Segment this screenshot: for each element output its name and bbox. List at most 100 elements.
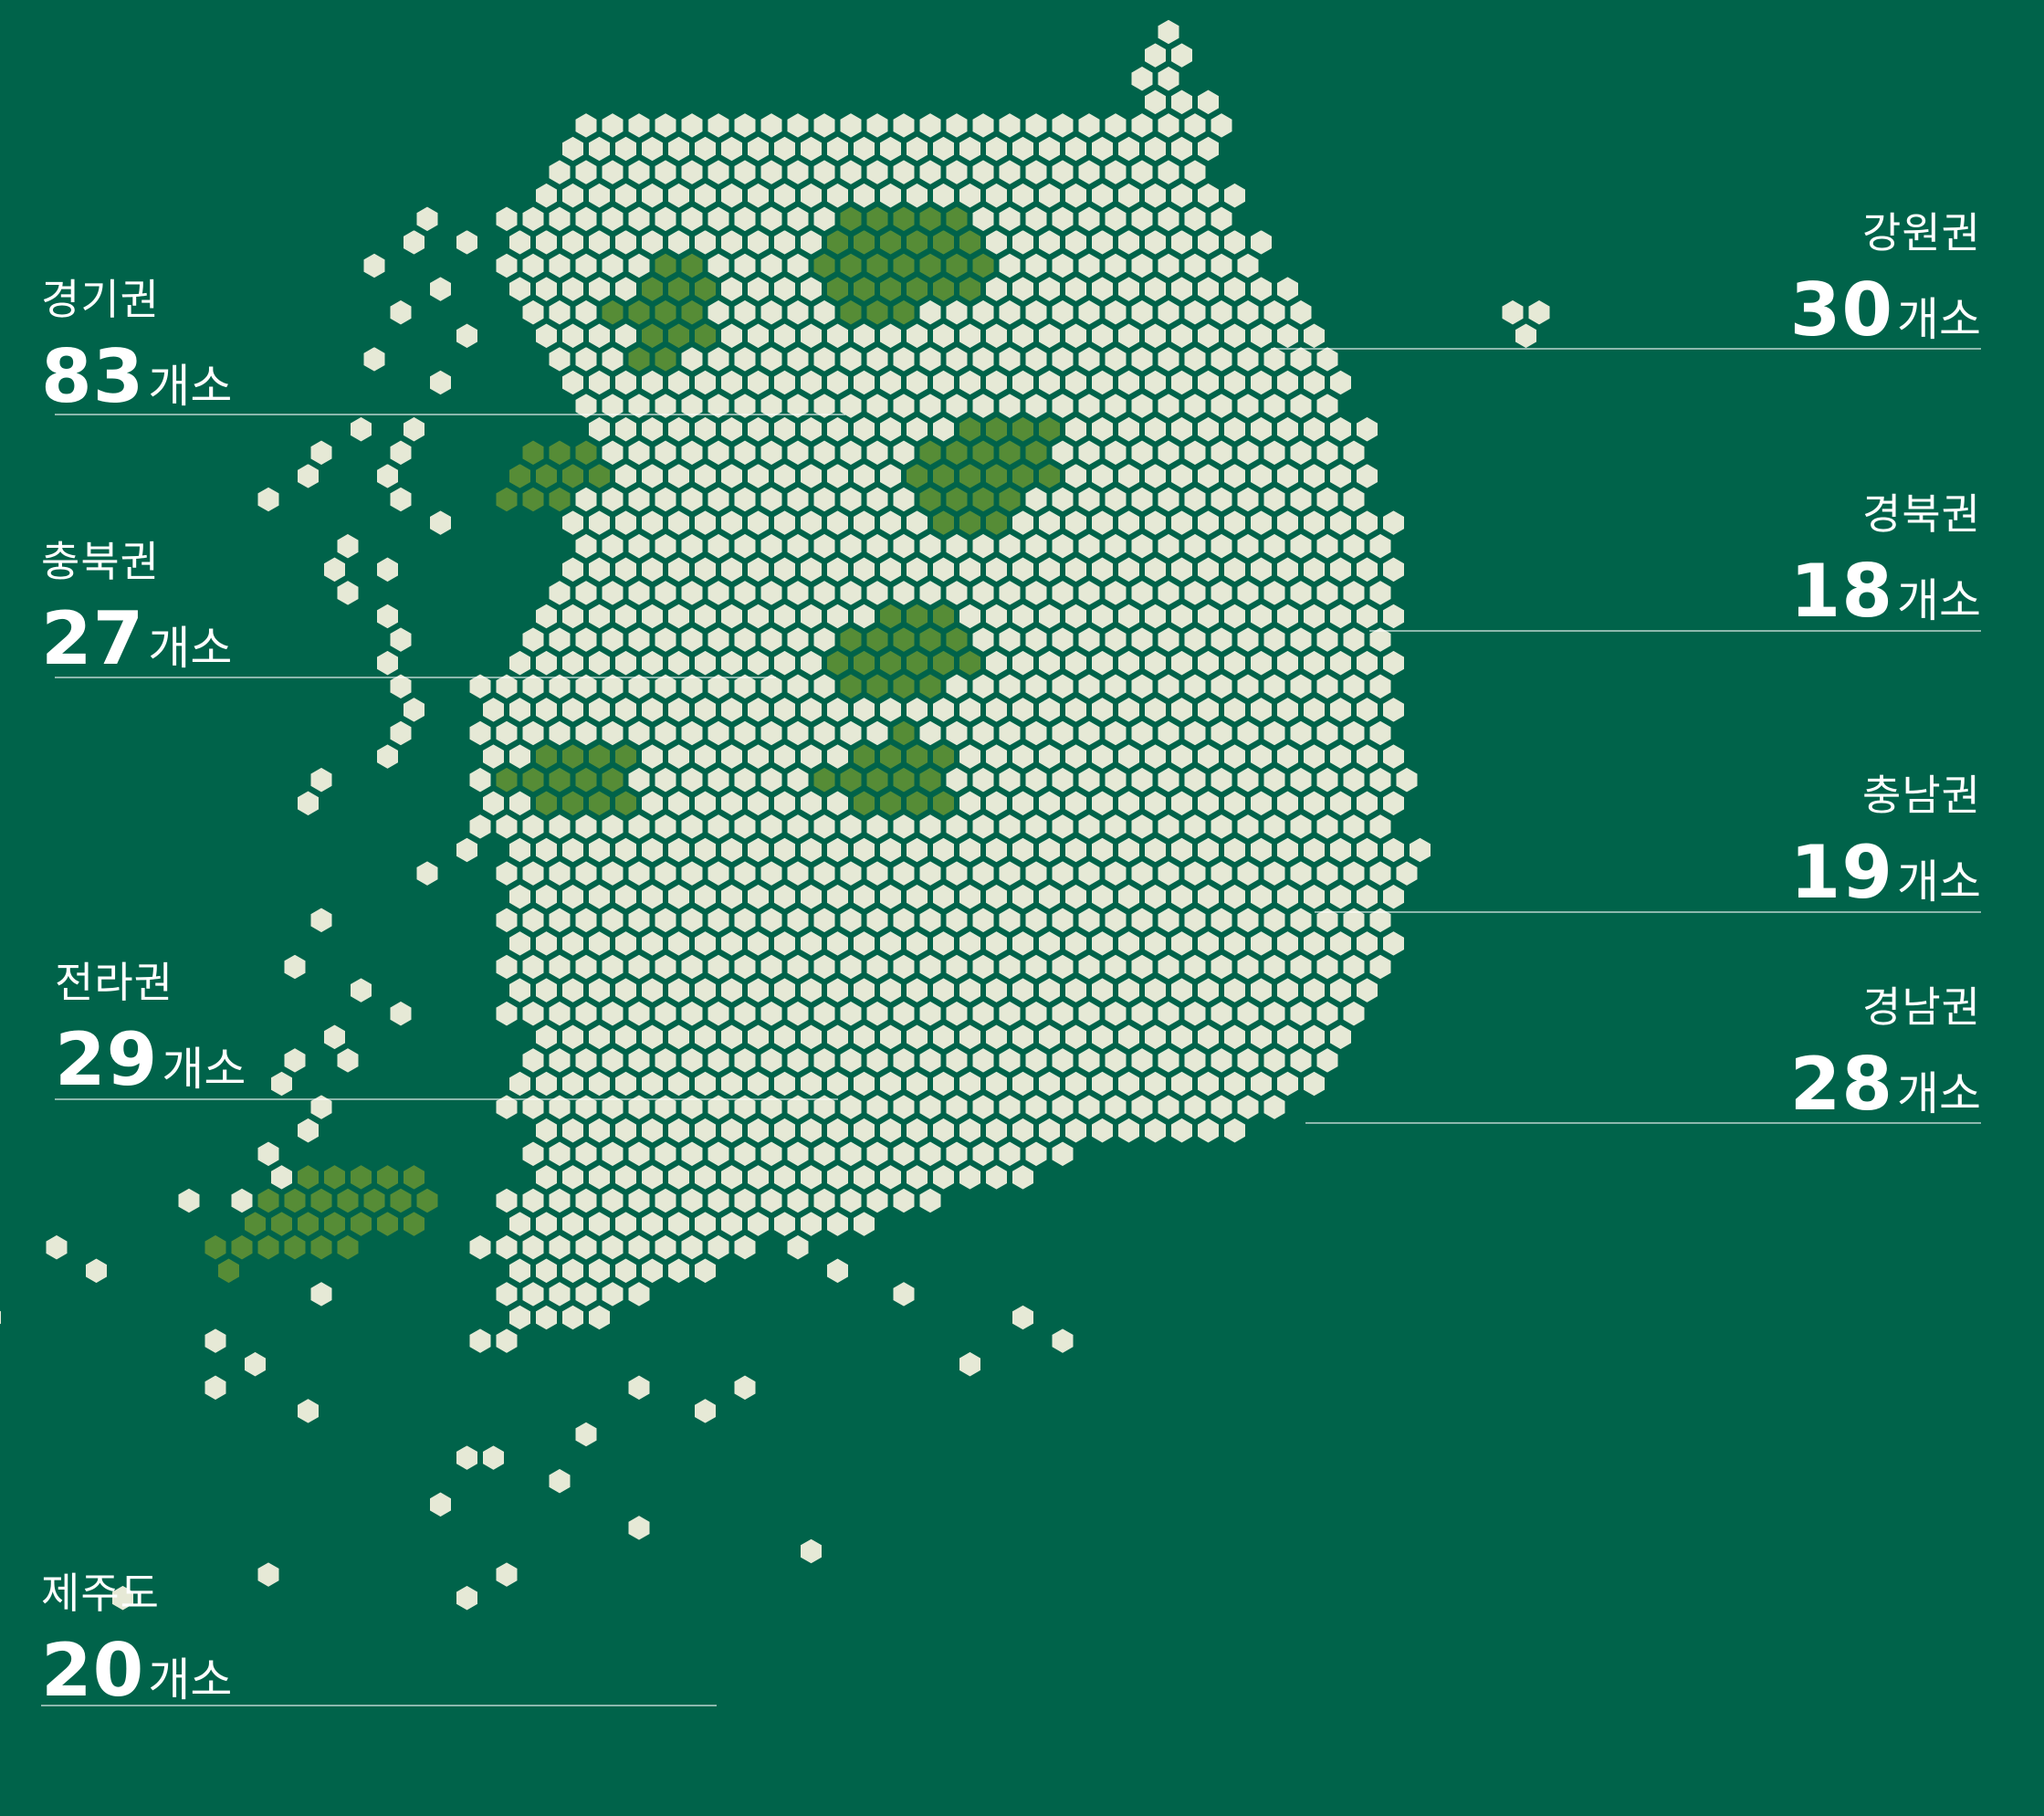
land-hex bbox=[865, 719, 890, 748]
land-hex bbox=[600, 1279, 625, 1308]
highlight-hex bbox=[958, 509, 982, 538]
land-hex bbox=[905, 929, 929, 958]
count-number: 27 bbox=[41, 596, 145, 681]
land-hex bbox=[1103, 999, 1128, 1028]
land-hex bbox=[1355, 742, 1379, 772]
land-hex bbox=[706, 952, 731, 981]
land-hex bbox=[891, 859, 917, 888]
land-hex bbox=[1116, 321, 1141, 351]
land-hex bbox=[1050, 438, 1075, 467]
land-hex bbox=[640, 555, 665, 584]
land-hex bbox=[785, 625, 811, 655]
land-hex bbox=[1182, 765, 1208, 794]
land-hex bbox=[534, 882, 559, 911]
land-hex bbox=[1182, 812, 1208, 841]
land-hex bbox=[1023, 110, 1049, 140]
land-hex bbox=[931, 835, 956, 865]
land-hex bbox=[958, 789, 982, 818]
highlight-hex bbox=[944, 485, 970, 514]
land-hex bbox=[905, 134, 929, 163]
land-hex bbox=[838, 158, 864, 187]
land-hex bbox=[1222, 555, 1247, 584]
land-hex bbox=[1235, 765, 1261, 794]
island-hex bbox=[309, 438, 334, 467]
land-hex bbox=[799, 181, 823, 210]
land-hex bbox=[1315, 438, 1340, 467]
land-hex bbox=[1368, 672, 1393, 701]
land-hex bbox=[1090, 555, 1115, 584]
land-hex bbox=[693, 835, 718, 865]
land-hex bbox=[1011, 368, 1035, 397]
land-hex bbox=[693, 695, 718, 724]
land-hex bbox=[746, 181, 770, 210]
land-hex bbox=[759, 906, 784, 935]
highlight-hex bbox=[520, 485, 546, 514]
highlight-hex bbox=[958, 275, 982, 304]
land-hex bbox=[1011, 929, 1035, 958]
land-hex bbox=[640, 882, 665, 911]
land-hex bbox=[561, 555, 585, 584]
land-hex bbox=[865, 110, 890, 140]
land-hex bbox=[772, 929, 797, 958]
land-hex bbox=[812, 1093, 837, 1122]
land-hex bbox=[534, 1069, 559, 1098]
land-hex bbox=[1381, 882, 1406, 911]
land-hex bbox=[970, 906, 996, 935]
land-hex bbox=[1103, 812, 1128, 841]
land-hex bbox=[640, 368, 665, 397]
land-hex bbox=[812, 158, 837, 187]
land-hex bbox=[626, 625, 652, 655]
land-hex bbox=[1103, 344, 1128, 373]
island-hex bbox=[693, 1396, 718, 1425]
land-hex bbox=[520, 251, 546, 280]
land-hex bbox=[785, 1093, 811, 1122]
highlight-hex bbox=[825, 648, 850, 677]
highlight-hex bbox=[600, 765, 625, 794]
land-hex bbox=[1169, 882, 1194, 911]
land-hex bbox=[759, 672, 784, 701]
land-hex bbox=[732, 298, 758, 327]
land-hex bbox=[561, 976, 585, 1005]
land-hex bbox=[1037, 1069, 1062, 1098]
land-hex bbox=[520, 1093, 546, 1122]
land-hex bbox=[970, 999, 996, 1028]
land-hex bbox=[970, 158, 996, 187]
land-hex bbox=[573, 531, 599, 561]
land-hex bbox=[1182, 531, 1208, 561]
land-hex bbox=[1143, 415, 1168, 444]
land-hex bbox=[746, 227, 770, 257]
land-hex bbox=[825, 1023, 850, 1052]
land-hex bbox=[520, 952, 546, 981]
land-hex bbox=[1103, 251, 1128, 280]
island-hex bbox=[335, 1045, 361, 1075]
land-hex bbox=[1023, 672, 1049, 701]
land-hex bbox=[1368, 578, 1393, 607]
land-hex bbox=[1090, 461, 1115, 490]
land-hex bbox=[719, 134, 744, 163]
island-hex bbox=[388, 485, 414, 514]
land-hex bbox=[573, 1093, 599, 1122]
land-hex bbox=[600, 672, 625, 701]
land-hex bbox=[653, 672, 678, 701]
land-hex bbox=[534, 1210, 559, 1239]
island-hex bbox=[388, 719, 414, 748]
land-hex bbox=[732, 531, 758, 561]
land-hex bbox=[1156, 110, 1181, 140]
land-hex bbox=[984, 602, 1009, 631]
land-hex bbox=[1076, 578, 1102, 607]
island-hex bbox=[203, 1373, 228, 1402]
land-hex bbox=[1249, 321, 1274, 351]
land-hex bbox=[1275, 695, 1300, 724]
land-hex bbox=[825, 835, 850, 865]
island-hex bbox=[1514, 321, 1538, 351]
land-hex bbox=[746, 695, 770, 724]
land-hex bbox=[917, 1093, 943, 1122]
land-hex bbox=[1275, 929, 1300, 958]
land-hex bbox=[1169, 88, 1194, 117]
land-hex bbox=[1064, 648, 1088, 677]
land-hex bbox=[1090, 976, 1115, 1005]
highlight-hex bbox=[825, 227, 850, 257]
land-hex bbox=[1302, 602, 1326, 631]
land-hex bbox=[1090, 227, 1115, 257]
land-hex bbox=[1116, 134, 1141, 163]
